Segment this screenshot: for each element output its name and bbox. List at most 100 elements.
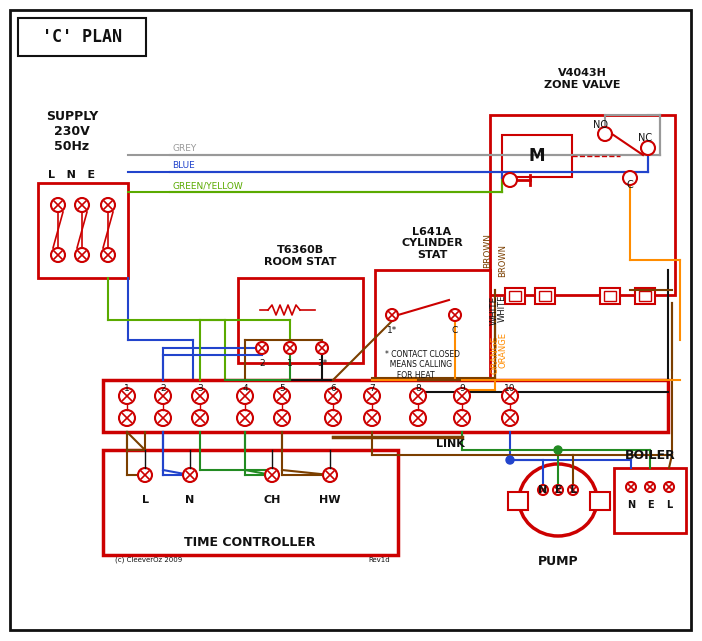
Circle shape xyxy=(325,410,341,426)
Text: ORANGE: ORANGE xyxy=(498,332,507,368)
FancyBboxPatch shape xyxy=(639,291,651,301)
Text: TIME CONTROLLER: TIME CONTROLLER xyxy=(184,535,316,549)
Circle shape xyxy=(325,388,341,404)
Circle shape xyxy=(75,248,89,262)
Text: L641A
CYLINDER
STAT: L641A CYLINDER STAT xyxy=(401,227,463,260)
FancyBboxPatch shape xyxy=(375,270,490,385)
Text: CH: CH xyxy=(263,495,281,505)
Circle shape xyxy=(502,410,518,426)
FancyBboxPatch shape xyxy=(539,291,551,301)
FancyBboxPatch shape xyxy=(508,492,528,510)
Circle shape xyxy=(454,388,470,404)
Text: WHITE: WHITE xyxy=(498,294,507,322)
Circle shape xyxy=(410,410,426,426)
Text: BROWN: BROWN xyxy=(498,244,507,276)
FancyBboxPatch shape xyxy=(103,450,398,555)
Circle shape xyxy=(568,485,578,495)
FancyBboxPatch shape xyxy=(502,135,572,177)
Text: L   N   E: L N E xyxy=(48,170,95,180)
Circle shape xyxy=(386,309,398,321)
Circle shape xyxy=(502,388,518,404)
FancyBboxPatch shape xyxy=(505,288,525,304)
FancyBboxPatch shape xyxy=(604,291,616,301)
Circle shape xyxy=(192,388,208,404)
Text: 2: 2 xyxy=(259,359,265,368)
Text: BROWN: BROWN xyxy=(483,233,492,267)
Text: L: L xyxy=(666,500,672,510)
Text: LINK: LINK xyxy=(436,439,465,449)
Text: NC: NC xyxy=(638,133,652,143)
Ellipse shape xyxy=(519,464,597,536)
Text: 5: 5 xyxy=(279,383,285,392)
Text: N: N xyxy=(185,495,194,505)
Text: C: C xyxy=(627,180,633,190)
Text: * CONTACT CLOSED
  MEANS CALLING
     FOR HEAT: * CONTACT CLOSED MEANS CALLING FOR HEAT xyxy=(385,350,460,380)
Text: M: M xyxy=(529,147,545,165)
Circle shape xyxy=(410,388,426,404)
Circle shape xyxy=(237,388,253,404)
Circle shape xyxy=(274,388,290,404)
Text: (c) CleeverOz 2009: (c) CleeverOz 2009 xyxy=(115,557,183,563)
Text: L: L xyxy=(142,495,149,505)
Circle shape xyxy=(364,388,380,404)
Text: HW: HW xyxy=(319,495,340,505)
Circle shape xyxy=(274,410,290,426)
Text: Rev1d: Rev1d xyxy=(369,557,390,563)
Text: E: E xyxy=(647,500,654,510)
FancyBboxPatch shape xyxy=(509,291,521,301)
Circle shape xyxy=(316,342,328,354)
Circle shape xyxy=(538,485,548,495)
Circle shape xyxy=(183,468,197,482)
Text: 4: 4 xyxy=(242,383,248,392)
Circle shape xyxy=(155,410,171,426)
Text: 2: 2 xyxy=(160,383,166,392)
Circle shape xyxy=(192,410,208,426)
Circle shape xyxy=(554,446,562,454)
Text: 9: 9 xyxy=(459,383,465,392)
Circle shape xyxy=(553,485,563,495)
Text: NO: NO xyxy=(592,120,607,130)
Text: WHITE: WHITE xyxy=(490,296,499,324)
Circle shape xyxy=(364,410,380,426)
Circle shape xyxy=(265,468,279,482)
Text: 1: 1 xyxy=(287,359,293,368)
Circle shape xyxy=(101,248,115,262)
Circle shape xyxy=(645,482,655,492)
Text: GREY: GREY xyxy=(172,144,197,153)
FancyBboxPatch shape xyxy=(238,278,363,363)
Text: 7: 7 xyxy=(369,383,375,392)
Text: ORANGE: ORANGE xyxy=(490,336,499,374)
Text: N  E  L: N E L xyxy=(538,485,578,495)
Circle shape xyxy=(284,342,296,354)
Text: 8: 8 xyxy=(415,383,421,392)
Circle shape xyxy=(503,173,517,187)
FancyBboxPatch shape xyxy=(590,492,610,510)
Circle shape xyxy=(598,127,612,141)
Circle shape xyxy=(51,248,65,262)
FancyBboxPatch shape xyxy=(490,115,675,295)
Text: PUMP: PUMP xyxy=(538,555,578,568)
Circle shape xyxy=(626,482,636,492)
FancyBboxPatch shape xyxy=(635,288,655,304)
FancyBboxPatch shape xyxy=(10,10,691,630)
FancyBboxPatch shape xyxy=(18,18,146,56)
Text: 3: 3 xyxy=(197,383,203,392)
Text: GREEN/YELLOW: GREEN/YELLOW xyxy=(172,181,243,190)
FancyBboxPatch shape xyxy=(535,288,555,304)
Text: BOILER: BOILER xyxy=(625,449,675,462)
Circle shape xyxy=(641,141,655,155)
Circle shape xyxy=(449,309,461,321)
Text: 6: 6 xyxy=(330,383,336,392)
Text: C: C xyxy=(452,326,458,335)
Circle shape xyxy=(119,410,135,426)
FancyBboxPatch shape xyxy=(103,380,668,432)
Circle shape xyxy=(138,468,152,482)
Circle shape xyxy=(323,468,337,482)
Circle shape xyxy=(119,388,135,404)
Text: 1: 1 xyxy=(124,383,130,392)
Circle shape xyxy=(75,198,89,212)
Circle shape xyxy=(155,388,171,404)
Circle shape xyxy=(623,171,637,185)
Text: 3*: 3* xyxy=(317,359,327,368)
Circle shape xyxy=(664,482,674,492)
